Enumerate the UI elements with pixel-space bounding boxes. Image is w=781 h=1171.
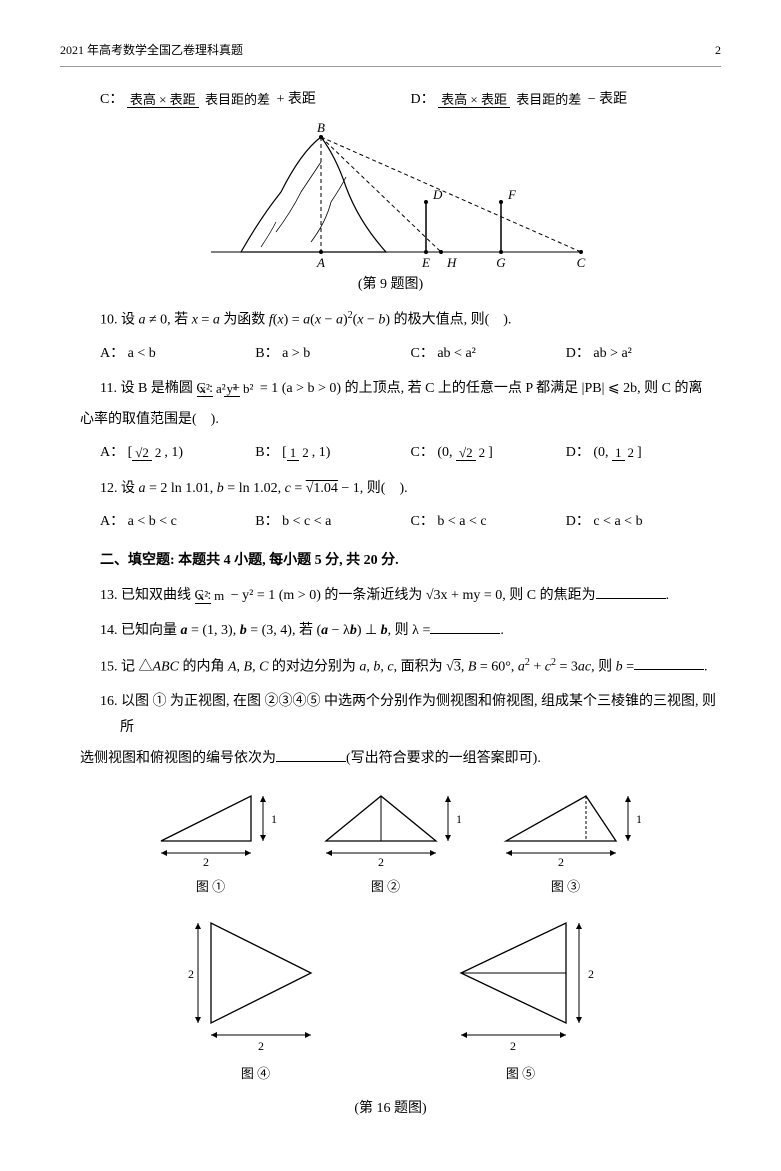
q12-C: C： b < a < c xyxy=(411,509,566,534)
option-c: C： 表高 × 表距 表目距的差 + 表距 xyxy=(100,87,411,112)
svg-text:1: 1 xyxy=(456,812,461,826)
fig16-row1: 2 1 图 ① 2 1 图 ② 2 1 图 ③ xyxy=(60,781,721,898)
svg-text:2: 2 xyxy=(258,1039,264,1053)
q14-text: 14. 已知向量 a = (1, 3), b = (3, 4), 若 (a − … xyxy=(100,618,721,643)
fig16-1: 2 1 图 ① xyxy=(141,781,281,898)
q11-C: C： (0, √22] xyxy=(411,440,566,465)
q12-A: A： a < b < c xyxy=(100,509,255,534)
q10-B: B： a > b xyxy=(255,341,410,366)
svg-text:2: 2 xyxy=(188,967,194,981)
option-d: D： 表高 × 表距 表目距的差 − 表距 xyxy=(411,87,722,112)
q14-blank xyxy=(430,619,500,634)
label-C: C xyxy=(576,255,585,270)
fig16-row2: 2 2 图 ④ 2 2 图 ⑤ xyxy=(60,908,721,1085)
page-header: 2021 年高考数学全国乙卷理科真题 2 xyxy=(60,40,721,67)
svg-text:2: 2 xyxy=(203,855,209,869)
fig16-caption: (第 16 题图) xyxy=(60,1096,721,1121)
q15-blank xyxy=(634,655,704,670)
svg-text:2: 2 xyxy=(588,967,594,981)
fig16-4: 2 2 图 ④ xyxy=(176,908,336,1085)
fraction-c: 表高 × 表距 表目距的差 xyxy=(127,92,273,108)
fig9-caption: (第 9 题图) xyxy=(60,272,721,297)
q11-options: A： [√22, 1) B： [12, 1) C： (0, √22] D： (0… xyxy=(100,440,721,465)
label-G: G xyxy=(496,255,506,270)
q10-A: A： a < b xyxy=(100,341,255,366)
header-page-no: 2 xyxy=(715,40,721,62)
label-F: F xyxy=(507,187,517,202)
label-B: B xyxy=(317,122,325,135)
q11-line2: 心率的取值范围是( ). xyxy=(80,407,721,432)
q12-B: B： b < c < a xyxy=(255,509,410,534)
section-2-title: 二、填空题: 本题共 4 小题, 每小题 5 分, 共 20 分. xyxy=(100,548,721,573)
q12-text: 12. 设 a = 2 ln 1.01, b = ln 1.02, c = √1… xyxy=(100,476,721,501)
q10-text: 10. 设 a ≠ 0, 若 x = a 为函数 f(x) = a(x − a)… xyxy=(100,307,721,333)
svg-text:2: 2 xyxy=(558,855,564,869)
q16-blank xyxy=(276,747,346,762)
svg-text:1: 1 xyxy=(271,812,277,826)
q15-text: 15. 记 △ABC 的内角 A, B, C 的对边分别为 a, b, c, 面… xyxy=(100,654,721,680)
q13-text: 13. 已知双曲线 C : x²m − y² = 1 (m > 0) 的一条渐近… xyxy=(100,583,721,608)
q16-line2: 选侧视图和俯视图的编号依次为(写出符合要求的一组答案即可). xyxy=(80,746,721,771)
q16-text: 16. 以图 ① 为正视图, 在图 ②③④⑤ 中选两个分别作为侧视图和俯视图, … xyxy=(100,689,721,739)
q11-A: A： [√22, 1) xyxy=(100,440,255,465)
fraction-d: 表高 × 表距 表目距的差 xyxy=(438,92,584,108)
figure-9: B A D E H F G C (第 9 题图) xyxy=(60,122,721,297)
q12-options: A： a < b < c B： b < c < a C： b < a < c D… xyxy=(100,509,721,534)
label-A: A xyxy=(316,255,325,270)
q10-C: C： ab < a² xyxy=(411,341,566,366)
fig16-2: 2 1 图 ② xyxy=(311,781,461,898)
header-title: 2021 年高考数学全国乙卷理科真题 xyxy=(60,40,243,62)
label-D: D xyxy=(432,187,443,202)
q11-B: B： [12, 1) xyxy=(255,440,410,465)
fig16-3: 2 1 图 ③ xyxy=(491,781,641,898)
svg-text:2: 2 xyxy=(510,1039,516,1053)
q12-D: D： c < a < b xyxy=(566,509,721,534)
svg-text:2: 2 xyxy=(378,855,384,869)
q11-text: 11. 设 B 是椭圆 C : x²a² + y²b² = 1 (a > b >… xyxy=(100,376,721,401)
q13-blank xyxy=(596,584,666,599)
q10-options: A： a < b B： a > b C： ab < a² D： ab > a² xyxy=(100,341,721,366)
fig16-5: 2 2 图 ⑤ xyxy=(436,908,606,1085)
q11-D: D： (0, 12] xyxy=(566,440,721,465)
options-cd: C： 表高 × 表距 表目距的差 + 表距 D： 表高 × 表距 表目距的差 −… xyxy=(100,87,721,112)
label-H: H xyxy=(446,255,457,270)
svg-text:1: 1 xyxy=(636,812,641,826)
label-E: E xyxy=(421,255,430,270)
q10-D: D： ab > a² xyxy=(566,341,721,366)
q9-diagram-svg: B A D E H F G C xyxy=(181,122,601,272)
